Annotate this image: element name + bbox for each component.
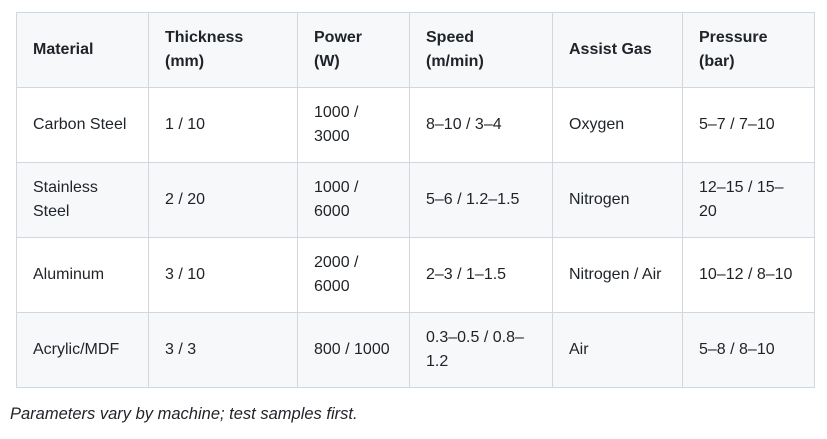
- table-row: Stainless Steel 2 / 20 1000 / 6000 5–6 / 1.…: [16, 162, 815, 238]
- column-name: Pressure: [699, 29, 768, 46]
- laser-parameters-table: Material Thickness (mm) Power (W) Speed (m/min…: [16, 12, 815, 388]
- table-cell: 5–6 / 1.2–1.5: [409, 162, 553, 238]
- table-cell: Aluminum: [16, 237, 149, 313]
- table-cell: Carbon Steel: [16, 87, 149, 163]
- table-cell: Nitrogen / Air: [552, 237, 683, 313]
- column-header-thickness: Thickness (mm): [148, 12, 298, 88]
- footer-note: Parameters vary by machine; test samples…: [10, 405, 358, 423]
- column-name: Material: [33, 41, 94, 58]
- column-header-material: Material: [16, 12, 149, 88]
- table-cell: Nitrogen: [552, 162, 683, 238]
- table-cell: 1 / 10: [148, 87, 298, 163]
- table-cell: 1000 / 3000: [297, 87, 410, 163]
- table-cell: 5–7 / 7–10: [682, 87, 815, 163]
- column-unit: (mm): [165, 53, 205, 70]
- table-cell: Oxygen: [552, 87, 683, 163]
- table-row: Aluminum 3 / 10 2000 / 6000 2–3 / 1–1.5 Nitr…: [16, 237, 815, 313]
- column-unit: (W): [314, 53, 340, 70]
- table-row: Carbon Steel 1 / 10 1000 / 3000 8–10 / 3–4 O…: [16, 87, 815, 163]
- column-name: Assist Gas: [569, 41, 652, 58]
- header-row: Material Thickness (mm) Power (W) Speed (m/min…: [16, 12, 815, 88]
- table-cell: 3 / 10: [148, 237, 298, 313]
- table-cell: 2 / 20: [148, 162, 298, 238]
- table-cell: 2000 / 6000: [297, 237, 410, 313]
- table-cell: Stainless Steel: [16, 162, 149, 238]
- column-unit: (m/min): [426, 53, 484, 70]
- table-row: Acrylic/MDF 3 / 3 800 / 1000 0.3–0.5 / 0.8–…: [16, 312, 815, 388]
- table-cell: Acrylic/MDF: [16, 312, 149, 388]
- table-cell: 1000 / 6000: [297, 162, 410, 238]
- column-unit: (bar): [699, 53, 735, 70]
- table-cell: Air: [552, 312, 683, 388]
- table-cell: 10–12 / 8–10: [682, 237, 815, 313]
- column-name: Thickness: [165, 29, 244, 46]
- column-header-pressure: Pressure (bar): [682, 12, 815, 88]
- column-header-speed: Speed (m/min): [409, 12, 553, 88]
- table-cell: 12–15 / 15–20: [682, 162, 815, 238]
- column-name: Power: [314, 29, 363, 46]
- table-cell: 2–3 / 1–1.5: [409, 237, 553, 313]
- table-cell: 0.3–0.5 / 0.8–1.2: [409, 312, 553, 388]
- column-header-assist-gas: Assist Gas: [552, 12, 683, 88]
- table-cell: 3 / 3: [148, 312, 298, 388]
- column-name: Speed: [426, 29, 475, 46]
- column-header-power: Power (W): [297, 12, 410, 88]
- table-cell: 8–10 / 3–4: [409, 87, 553, 163]
- table-cell: 800 / 1000: [297, 312, 410, 388]
- table-cell: 5–8 / 8–10: [682, 312, 815, 388]
